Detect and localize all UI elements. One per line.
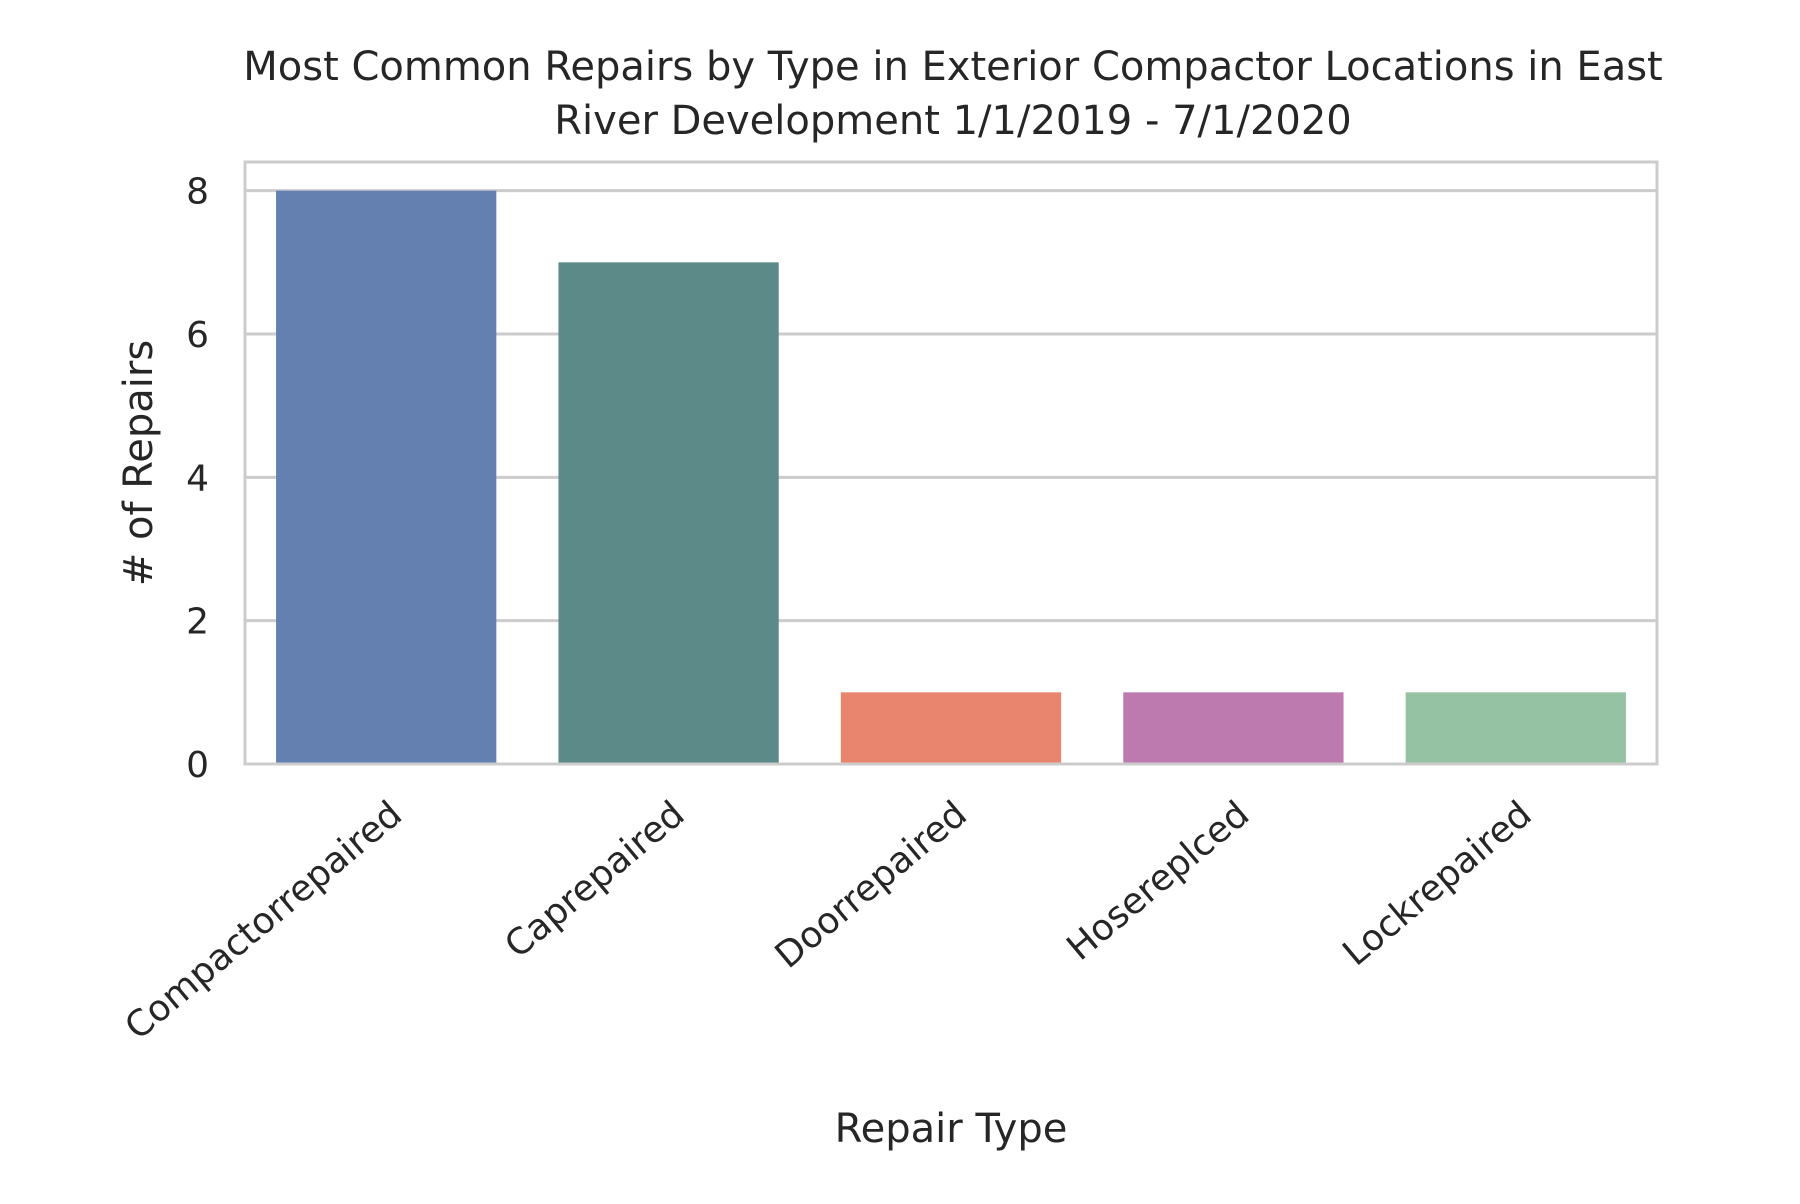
y-tick-label: 0 (186, 745, 209, 786)
bar (1123, 692, 1344, 764)
y-tick-label: 6 (186, 315, 209, 356)
chart-title: Most Common Repairs by Type in Exterior … (243, 44, 1663, 144)
bar (276, 190, 497, 764)
y-tick-label: 4 (186, 458, 209, 499)
bar (1405, 692, 1626, 764)
bar (840, 692, 1062, 764)
y-tick-label: 8 (186, 172, 209, 213)
bars (276, 190, 1626, 764)
chart-title-line-1: Most Common Repairs by Type in Exterior … (243, 44, 1663, 90)
x-axis-label: Repair Type (835, 1106, 1068, 1152)
y-tick-label: 2 (186, 602, 209, 643)
bar (558, 262, 779, 764)
y-tick-labels: 0 2 4 6 8 (186, 172, 209, 786)
chart-title-line-2: River Development 1/1/2019 - 7/1/2020 (554, 98, 1352, 144)
y-axis-label: # of Repairs (116, 340, 162, 586)
plot-frame (243, 160, 1659, 766)
